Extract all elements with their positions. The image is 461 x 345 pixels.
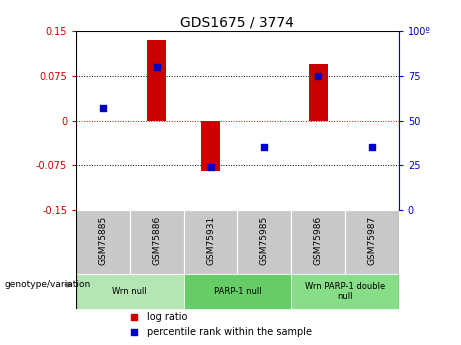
Text: log ratio: log ratio	[147, 312, 188, 322]
Point	[260, 145, 268, 150]
Point	[99, 105, 106, 111]
Point	[153, 64, 160, 70]
Point	[207, 165, 214, 170]
Bar	[309, 64, 327, 121]
Bar	[148, 40, 166, 121]
Text: genotype/variation: genotype/variation	[5, 280, 91, 289]
Point	[130, 329, 138, 335]
Bar	[183, 274, 291, 309]
Bar	[291, 274, 399, 309]
Text: PARP-1 null: PARP-1 null	[213, 287, 261, 296]
Text: GSM75987: GSM75987	[367, 215, 376, 265]
Text: GSM75931: GSM75931	[206, 215, 215, 265]
Bar	[291, 210, 345, 274]
Bar	[345, 210, 399, 274]
Text: GSM75886: GSM75886	[152, 215, 161, 265]
Text: GSM75985: GSM75985	[260, 215, 269, 265]
Bar	[130, 210, 183, 274]
Title: GDS1675 / 3774: GDS1675 / 3774	[180, 16, 295, 30]
Bar	[76, 210, 130, 274]
Text: Wrn null: Wrn null	[112, 287, 147, 296]
Text: Wrn PARP-1 double
null: Wrn PARP-1 double null	[305, 282, 385, 302]
Text: percentile rank within the sample: percentile rank within the sample	[147, 327, 312, 337]
Bar	[237, 210, 291, 274]
Text: GSM75986: GSM75986	[313, 215, 323, 265]
Text: GSM75885: GSM75885	[99, 215, 107, 265]
Point	[314, 73, 322, 79]
Point	[368, 145, 376, 150]
Bar	[76, 274, 183, 309]
Bar	[201, 121, 220, 171]
Bar	[183, 210, 237, 274]
Point	[130, 315, 138, 320]
